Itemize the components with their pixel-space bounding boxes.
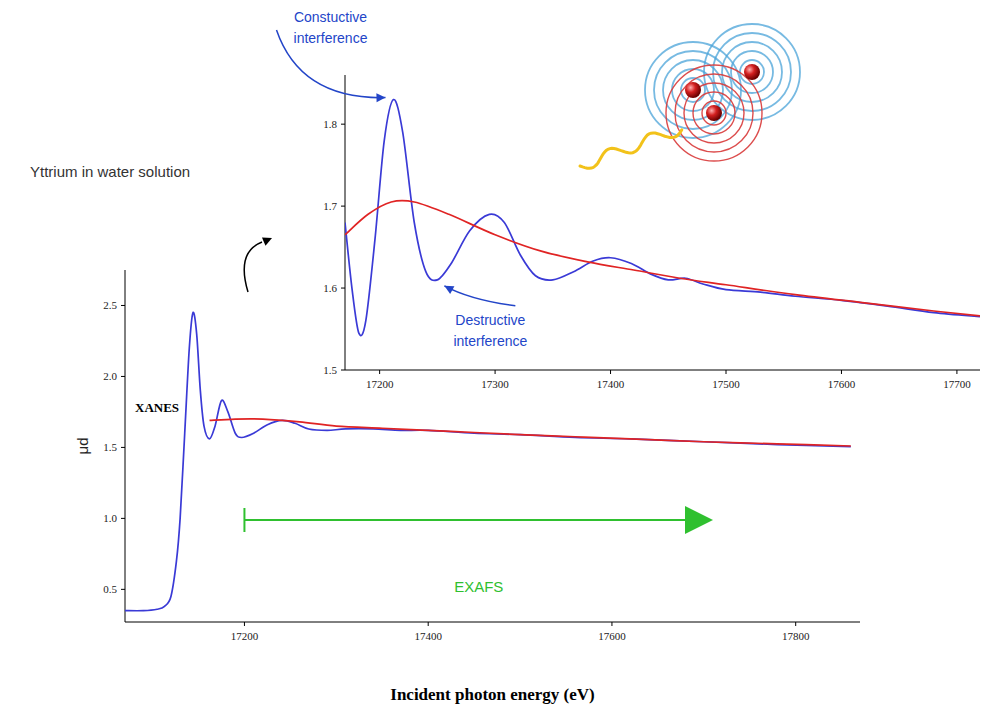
zoom-arrow-head	[262, 237, 272, 245]
y-tick	[341, 206, 345, 207]
wave-circle	[722, 42, 782, 102]
y-tick-label: 0.5	[103, 583, 117, 595]
x-tick-label: 17600	[828, 378, 856, 390]
y-tick	[341, 124, 345, 125]
figure: 17200 17400 17600 17800 0.5 1.0 1.5 2.0 2.5 Yttri…	[0, 0, 993, 713]
annotation-line: interference	[453, 333, 527, 349]
atom	[706, 105, 722, 121]
x-tick	[841, 370, 842, 374]
y-tick-label: 2.5	[103, 299, 117, 311]
main-chart: 17200 17400 17600 17800 0.5 1.0 1.5 2.0 2.5 Yttri…	[30, 163, 860, 704]
range-arrow-head	[685, 506, 713, 534]
range-label: EXAFS	[454, 578, 503, 595]
spectrum-line	[345, 99, 980, 335]
annotation-label: Destructive interference	[453, 312, 527, 349]
x-tick-label: 17200	[366, 378, 394, 390]
spectrum-line	[345, 201, 980, 316]
spectrum-line	[125, 312, 851, 610]
wave-circle	[740, 60, 764, 84]
atom	[744, 64, 760, 80]
y-tick-label: 2.0	[103, 370, 117, 382]
wave-circle	[693, 92, 735, 134]
annotation-arrow	[276, 30, 385, 98]
y-axis-line	[125, 270, 126, 622]
x-tick-label: 17600	[598, 630, 626, 642]
spectrum-line	[210, 419, 851, 446]
wave-circle	[702, 101, 726, 125]
region-label: XANES	[135, 400, 179, 415]
x-axis-title: Incident photon energy (eV)	[390, 685, 594, 704]
annotation-label: Constuctive interference	[294, 9, 368, 46]
x-tick-label: 17400	[597, 378, 625, 390]
annotation-arrow	[444, 286, 515, 306]
wave-circle	[681, 78, 705, 102]
y-tick-label: 1.5	[103, 441, 117, 453]
plot-area	[345, 99, 980, 335]
y-tick	[341, 288, 345, 289]
x-tick	[956, 370, 957, 374]
y-tick-label: 1.7	[323, 200, 337, 212]
plot-area	[125, 312, 851, 610]
wave-circle	[713, 33, 791, 111]
y-tick-label: 1.5	[323, 364, 337, 376]
photon-wave	[580, 130, 682, 169]
annotation-arrow-head	[444, 286, 454, 294]
wave-circle	[684, 83, 744, 143]
y-tick	[121, 589, 125, 590]
x-tick	[795, 622, 796, 626]
atom	[685, 82, 701, 98]
x-tick-label: 17300	[481, 378, 509, 390]
y-tick-label: 1.8	[323, 118, 337, 130]
chart-title: Yttrium in water solution	[30, 163, 190, 180]
x-tick-label: 17200	[231, 630, 259, 642]
decoration	[244, 24, 800, 292]
wave-circle	[675, 74, 753, 152]
zoom-arrow	[244, 242, 262, 292]
x-tick	[244, 622, 245, 626]
wave-circle	[666, 65, 762, 161]
x-tick	[610, 370, 611, 374]
x-tick-label: 17800	[782, 630, 810, 642]
y-tick	[341, 370, 345, 371]
y-tick-label: 1.0	[103, 512, 117, 524]
x-tick	[428, 622, 429, 626]
x-tick	[495, 370, 496, 374]
x-tick-label: 17500	[712, 378, 740, 390]
y-tick	[121, 305, 125, 306]
x-tick-label: 17400	[414, 630, 442, 642]
x-tick	[379, 370, 380, 374]
annotation-line: Constuctive	[294, 9, 367, 25]
y-tick	[121, 376, 125, 377]
y-tick	[121, 518, 125, 519]
range-line	[244, 519, 687, 521]
annotation-arrow-head	[376, 93, 385, 102]
annotation-line: Destructive	[455, 312, 525, 328]
x-tick-label: 17700	[943, 378, 971, 390]
annotation-line: interference	[294, 30, 368, 46]
inset-chart: 17200 17300 17400 17500 17600 17700 1.5 1.6 1.7 1…	[276, 9, 980, 390]
x-axis-line	[125, 622, 860, 623]
x-axis-line	[345, 370, 980, 371]
x-tick	[611, 622, 612, 626]
x-tick	[726, 370, 727, 374]
wave-circle	[731, 51, 773, 93]
y-axis-title: μd	[74, 438, 91, 455]
y-tick	[121, 447, 125, 448]
y-tick-label: 1.6	[323, 282, 337, 294]
